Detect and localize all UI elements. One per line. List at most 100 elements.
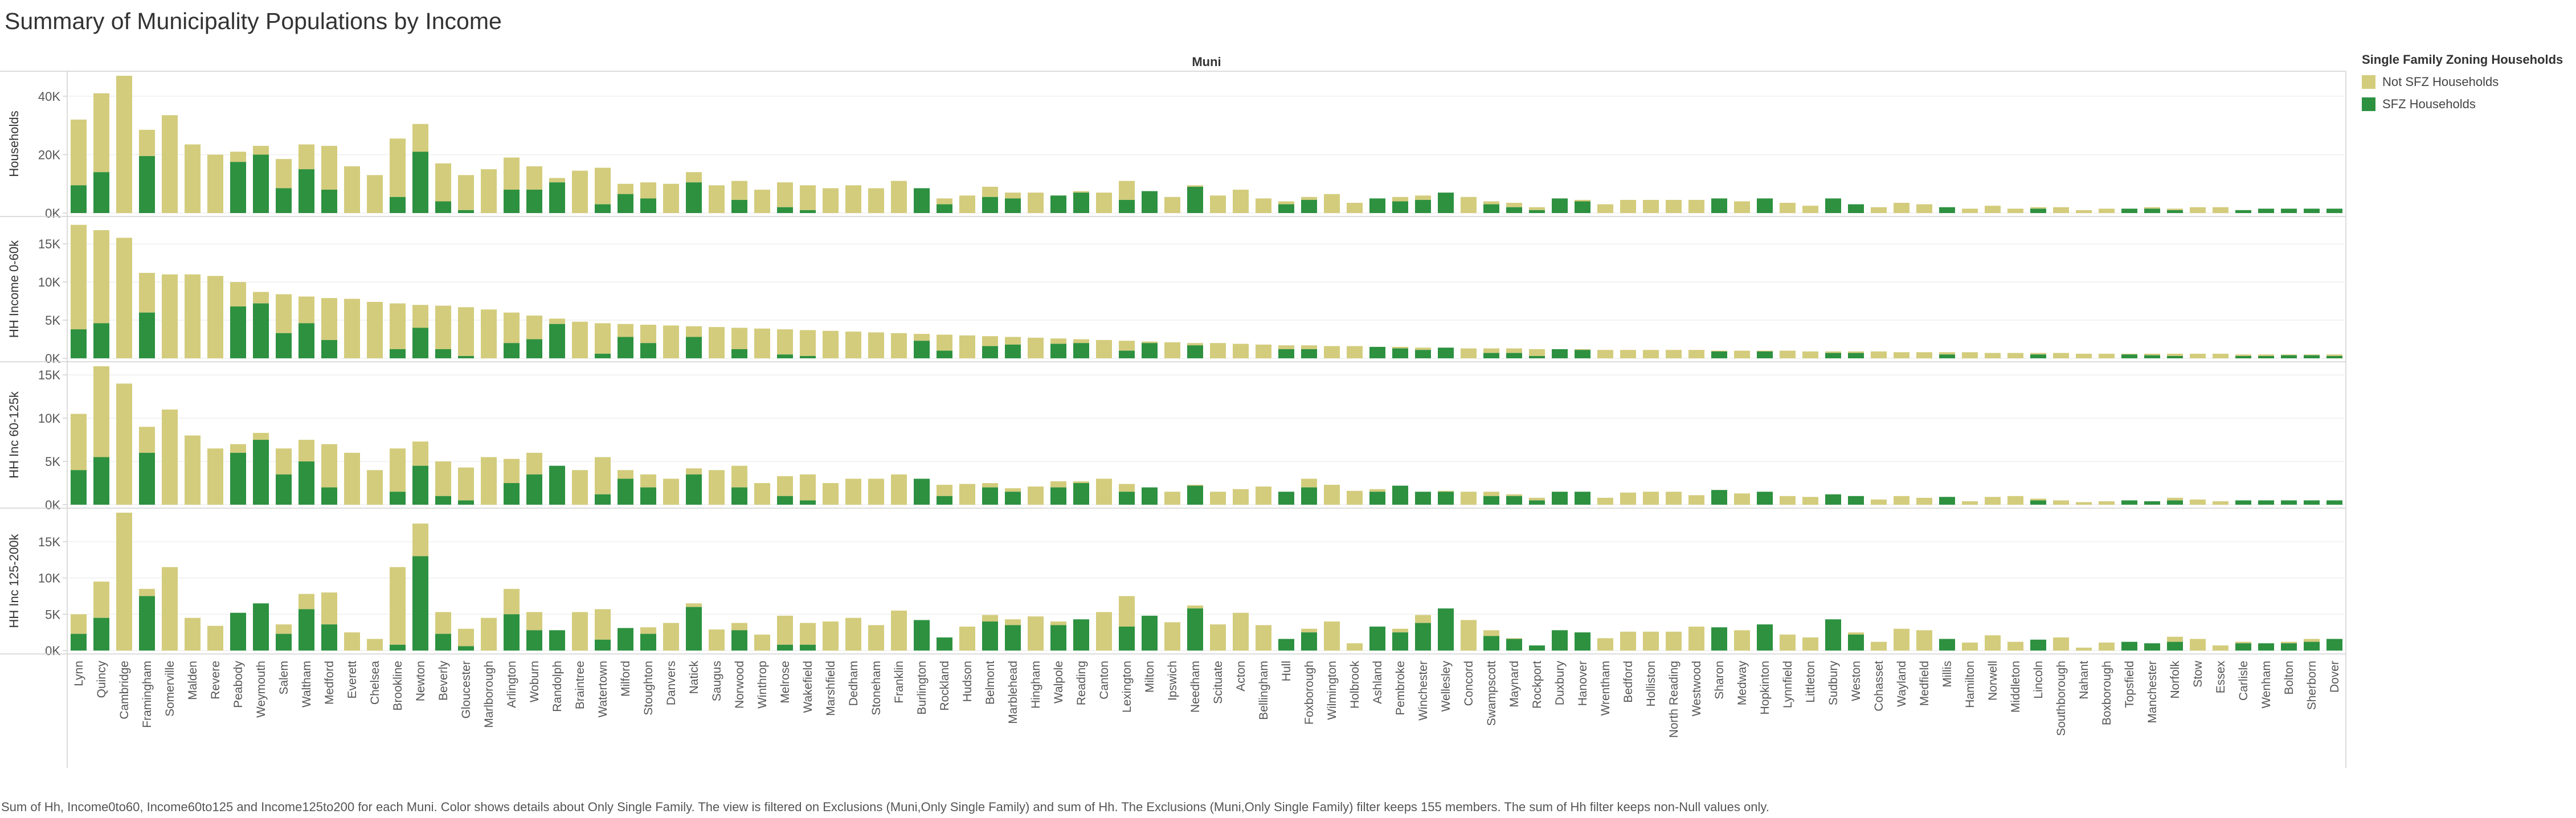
- bar-not-sfz: [390, 448, 406, 492]
- bar-not-sfz: [709, 185, 725, 213]
- x-tick-label: Milford: [619, 661, 632, 697]
- bar-not-sfz: [1301, 478, 1317, 488]
- x-tick-label: Littleton: [1804, 661, 1817, 703]
- bar-not-sfz: [1164, 622, 1180, 651]
- bar-not-sfz: [1666, 492, 1682, 505]
- bar-sfz: [1438, 608, 1454, 651]
- footnote: Sum of Hh, Income0to60, Income60to125 an…: [1, 800, 1769, 814]
- x-tick-label: Beverly: [437, 661, 450, 701]
- bar-sfz: [276, 474, 292, 505]
- bar-sfz: [412, 556, 428, 651]
- x-tick-label: Stoughton: [642, 661, 655, 715]
- bar-not-sfz: [1802, 637, 1818, 651]
- chart-frame: [0, 71, 2346, 768]
- bar-not-sfz: [1985, 635, 2001, 651]
- bar-sfz: [1415, 350, 1431, 358]
- bar-not-sfz: [891, 474, 907, 505]
- bar-sfz: [1073, 483, 1089, 505]
- bar-sfz: [731, 199, 747, 213]
- bar-sfz: [1529, 355, 1545, 358]
- bar-sfz: [982, 346, 998, 358]
- bar-not-sfz: [686, 326, 702, 337]
- bar-not-sfz: [1461, 348, 1477, 358]
- bar-not-sfz: [1164, 197, 1180, 213]
- x-tick-label: Bedford: [1622, 661, 1635, 703]
- bar-not-sfz: [162, 115, 178, 213]
- bar-sfz: [777, 207, 793, 213]
- legend-item-not-sfz[interactable]: Not SFZ Households: [2362, 75, 2563, 89]
- bar-sfz: [1301, 487, 1317, 505]
- bar-not-sfz: [731, 328, 747, 349]
- legend-label: Not SFZ Households: [2382, 75, 2499, 89]
- bar-sfz: [1575, 632, 1590, 651]
- bar-sfz: [1369, 626, 1385, 651]
- bar-not-sfz: [709, 629, 725, 651]
- bar-sfz: [1278, 349, 1294, 358]
- bar-not-sfz: [595, 323, 611, 354]
- bar-not-sfz: [2213, 645, 2229, 651]
- bar-sfz: [390, 197, 406, 213]
- bar-not-sfz: [1050, 481, 1066, 488]
- bar-not-sfz: [1210, 343, 1226, 358]
- bar-not-sfz: [1666, 631, 1682, 651]
- bar-not-sfz: [640, 474, 656, 488]
- bar-not-sfz: [2030, 498, 2046, 501]
- bar-sfz: [1757, 351, 1773, 358]
- x-tick-label: Marlborough: [483, 661, 496, 728]
- bar-sfz: [526, 630, 542, 651]
- bar-sfz: [937, 204, 952, 213]
- bar-not-sfz: [1324, 346, 1340, 358]
- bar-sfz: [2144, 643, 2160, 651]
- bar-sfz: [618, 337, 633, 358]
- bar-not-sfz: [321, 146, 337, 190]
- bar-not-sfz: [1688, 495, 1704, 505]
- bar-not-sfz: [1392, 628, 1408, 633]
- bar-not-sfz: [1210, 624, 1226, 651]
- bar-sfz: [71, 329, 87, 358]
- legend-item-sfz[interactable]: SFZ Households: [2362, 97, 2563, 112]
- bar-not-sfz: [230, 444, 246, 453]
- bar-sfz: [1575, 201, 1590, 213]
- bar-not-sfz: [2190, 353, 2206, 358]
- bar-not-sfz: [686, 468, 702, 475]
- bar-sfz: [800, 355, 816, 358]
- bar-sfz: [71, 470, 87, 505]
- bar-not-sfz: [276, 159, 292, 189]
- x-tick-label: Millis: [1941, 661, 1954, 688]
- bar-not-sfz: [1415, 195, 1431, 200]
- bar-not-sfz: [891, 181, 907, 213]
- y-axis-title: Households: [7, 111, 21, 177]
- bar-not-sfz: [1985, 353, 2001, 358]
- bar-not-sfz: [1529, 497, 1545, 501]
- bar-sfz: [504, 343, 520, 358]
- bar-not-sfz: [640, 627, 656, 634]
- bar-sfz: [1711, 351, 1727, 358]
- bar-sfz: [1119, 492, 1135, 505]
- bar-sfz: [2030, 639, 2046, 651]
- bar-sfz: [2258, 355, 2274, 358]
- bar-sfz: [1005, 198, 1021, 213]
- bar-sfz: [1939, 639, 1955, 651]
- bar-not-sfz: [868, 332, 884, 358]
- bar-sfz: [1369, 346, 1385, 358]
- bar-sfz: [686, 182, 702, 213]
- bar-not-sfz: [435, 612, 451, 634]
- bar-not-sfz: [868, 625, 884, 651]
- bar-not-sfz: [1164, 342, 1180, 358]
- bar-not-sfz: [116, 383, 132, 505]
- bar-sfz: [595, 204, 611, 213]
- y-tick-label: 0K: [45, 206, 60, 220]
- bar-not-sfz: [2099, 208, 2115, 213]
- bar-not-sfz: [1939, 352, 1955, 355]
- bar-sfz: [2304, 355, 2320, 358]
- bar-not-sfz: [800, 330, 816, 356]
- bar-not-sfz: [344, 166, 360, 213]
- bar-not-sfz: [1005, 193, 1021, 199]
- bar-not-sfz: [116, 513, 132, 651]
- bar-sfz: [1142, 343, 1158, 358]
- bar-not-sfz: [1119, 181, 1135, 200]
- bar-not-sfz: [1438, 490, 1454, 492]
- bar-not-sfz: [891, 333, 907, 358]
- x-tick-label: Lynn: [72, 661, 85, 686]
- bar-not-sfz: [640, 325, 656, 343]
